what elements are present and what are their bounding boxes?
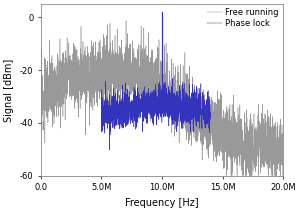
Line: Phase lock: Phase lock [101,78,210,150]
Free running [250,139,254,142]
Y-axis label: Signal [dBm]: Signal [dBm] [4,58,14,121]
Phase lock [138,98,141,100]
Line: Free running: Free running [41,21,283,176]
Free running [142,73,146,76]
Free running [281,137,285,139]
Phase lock [181,111,185,113]
Phase lock [126,123,130,125]
Phase lock [208,113,212,116]
Free running [132,47,136,50]
Phase lock [171,77,175,80]
Phase lock [186,105,190,108]
X-axis label: Frequency [Hz]: Frequency [Hz] [125,198,199,208]
Phase lock [103,100,106,103]
Phase lock [107,149,111,151]
Free running [277,151,280,153]
Free running [39,89,43,92]
Phase lock [138,109,141,112]
Legend: Free running, Phase lock: Free running, Phase lock [206,7,280,30]
Free running [225,174,229,177]
Free running [81,40,85,43]
Free running [124,20,128,22]
Phase lock [100,117,103,120]
Free running [67,72,70,75]
